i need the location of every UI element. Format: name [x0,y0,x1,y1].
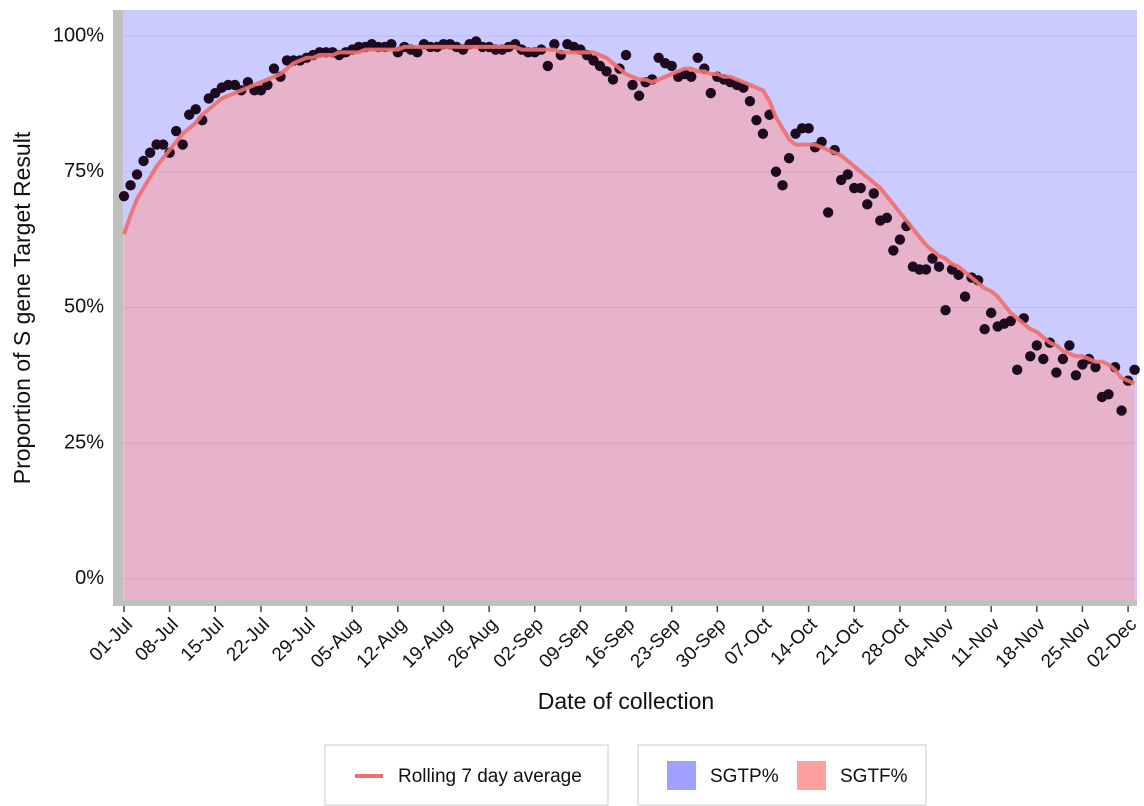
legend-swatch [667,761,696,790]
x-tick-label: 08-Jul [131,614,182,665]
daily-point [751,114,762,126]
x-tick-label: 02-Dec [1083,614,1141,672]
daily-point [927,253,938,264]
daily-point [157,139,169,150]
daily-point [601,66,612,77]
y-tick-label: 50% [64,296,104,318]
legend-label: SGTP% [710,766,779,787]
daily-point [920,264,932,275]
daily-point [627,79,638,91]
legend-swatch [797,761,826,790]
daily-point [1031,340,1043,351]
y-tick-label: 75% [64,160,104,182]
daily-point [744,95,756,107]
daily-point [542,60,553,72]
daily-point [777,180,788,191]
x-tick-label: 30-Sep [672,614,730,672]
daily-point [862,199,873,210]
daily-point [953,269,964,281]
y-tick-label: 100% [53,24,104,46]
daily-point [686,71,697,82]
daily-point [549,38,560,50]
daily-point [177,139,188,150]
daily-point [607,74,619,85]
daily-point [144,147,156,158]
x-axis-title: Date of collection [538,688,714,714]
daily-point [125,180,136,191]
rolling-line [122,44,1136,386]
daily-point [1103,389,1114,400]
daily-point [783,152,795,164]
daily-point [1090,361,1101,373]
legend-label: Rolling 7 day average [398,766,582,787]
daily-point [412,47,423,58]
daily-point [888,245,899,256]
x-tick-label: 16-Sep [581,614,639,672]
daily-point [1070,370,1082,381]
y-axis-title: Proportion of S gene Target Result [9,131,35,484]
x-tick-label: 12-Aug [353,614,411,672]
daily-point [633,90,645,101]
daily-point [803,123,814,134]
daily-point [985,307,997,319]
daily-point [770,166,782,177]
daily-point [940,304,951,316]
daily-point [757,128,769,139]
daily-point [705,87,716,99]
x-tick-label: 07-Oct [721,614,777,670]
daily-point [1057,353,1069,365]
daily-point [1129,364,1140,376]
x-tick-label: 04-Nov [900,614,959,673]
x-tick-label: 21-Oct [812,614,868,670]
daily-point [692,52,703,63]
legend-label: SGTF% [840,766,908,787]
daily-point [268,63,280,74]
daily-point [881,212,893,224]
daily-point [959,291,971,302]
y-axis [113,10,123,606]
daily-point [620,49,632,61]
x-tick-label: 01-Jul [86,614,137,665]
x-tick-label: 14-Oct [767,614,823,670]
daily-point [894,234,906,245]
x-tick-label: 19-Aug [398,614,456,672]
x-tick-label: 23-Sep [627,614,685,672]
y-tick-label: 0% [75,567,104,589]
daily-point [131,169,143,180]
daily-point [1025,351,1036,362]
daily-point [933,261,945,272]
x-tick-label: 05-Aug [307,614,365,672]
daily-point [1005,315,1016,327]
daily-point [118,190,130,202]
x-tick-label: 02-Sep [490,614,548,672]
daily-point [1064,340,1075,351]
daily-point [1051,367,1062,378]
daily-point [1038,353,1049,365]
y-tick-label: 25% [64,431,104,453]
x-tick-label: 15-Jul [177,614,228,665]
daily-point [386,38,397,50]
daily-point [822,207,834,218]
x-tick-label: 18-Nov [992,614,1051,673]
sgtf-area [124,46,1135,601]
daily-point [666,60,677,72]
x-axis [113,600,1137,606]
daily-point [842,169,853,180]
x-tick-label: 26-Aug [444,614,502,672]
daily-point [1012,364,1023,376]
daily-point [190,104,201,115]
daily-point [979,323,990,335]
x-tick-label: 22-Jul [223,614,274,665]
x-tick-label: 25-Nov [1037,614,1096,673]
daily-point [138,155,149,167]
daily-point [170,125,182,137]
x-tick-label: 09-Sep [535,614,593,672]
daily-point [1116,405,1127,416]
daily-point [855,182,866,194]
daily-point [868,188,879,199]
